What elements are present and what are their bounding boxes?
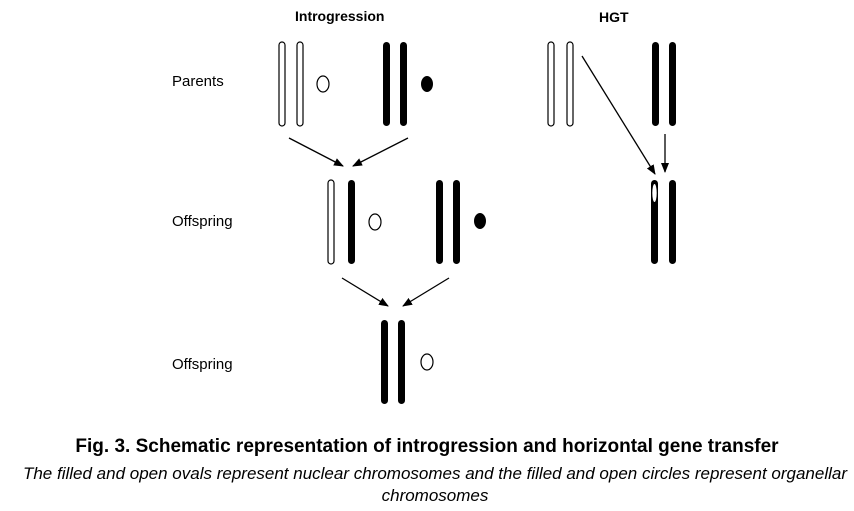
parent-1-chromosomes <box>278 41 330 127</box>
hgt-offspring-chromosomes <box>651 180 676 264</box>
filled-chromosome <box>400 42 407 126</box>
arrow <box>352 137 409 167</box>
open-organelle <box>316 75 330 93</box>
open-chromosome <box>278 41 286 127</box>
filled-organelle <box>421 76 433 92</box>
filled-chromosome <box>348 180 355 264</box>
transferred-segment <box>652 184 657 202</box>
offspring-2-chromosomes <box>381 320 434 404</box>
open-organelle <box>420 353 434 371</box>
open-chromosome <box>547 41 555 127</box>
arrow <box>402 277 450 307</box>
filled-chromosome <box>381 320 388 404</box>
row-label-offspring-1: Offspring <box>172 213 233 230</box>
filled-chromosome <box>398 320 405 404</box>
filled-chromosome <box>669 42 676 126</box>
open-chromosome <box>296 41 304 127</box>
filled-chromosome <box>669 180 676 264</box>
hgt-donor-chromosomes <box>547 41 574 127</box>
offspring-1-parent-type <box>436 180 486 264</box>
arrow <box>341 277 389 307</box>
open-chromosome <box>566 41 574 127</box>
filled-chromosome <box>436 180 443 264</box>
offspring-1-hybrid <box>327 179 382 265</box>
row-label-offspring-2: Offspring <box>172 356 233 373</box>
open-organelle <box>368 213 382 231</box>
parent-2-chromosomes <box>383 42 433 126</box>
filled-chromosome <box>453 180 460 264</box>
row-label-parents: Parents <box>172 73 224 90</box>
header-hgt: HGT <box>599 9 629 25</box>
hgt-recipient-chromosomes <box>652 42 676 126</box>
filled-organelle <box>474 213 486 229</box>
header-introgression: Introgression <box>295 8 385 24</box>
arrow <box>288 137 344 167</box>
filled-chromosome <box>652 42 659 126</box>
figure-caption-description: The filled and open ovals represent nucl… <box>22 464 848 505</box>
arrow <box>581 55 656 175</box>
filled-chromosome <box>383 42 390 126</box>
filled-chromosome <box>651 180 658 264</box>
figure-caption-title: Fig. 3. Schematic representation of intr… <box>75 436 779 457</box>
open-chromosome <box>327 179 335 265</box>
introgression-hgt-diagram <box>278 41 676 404</box>
